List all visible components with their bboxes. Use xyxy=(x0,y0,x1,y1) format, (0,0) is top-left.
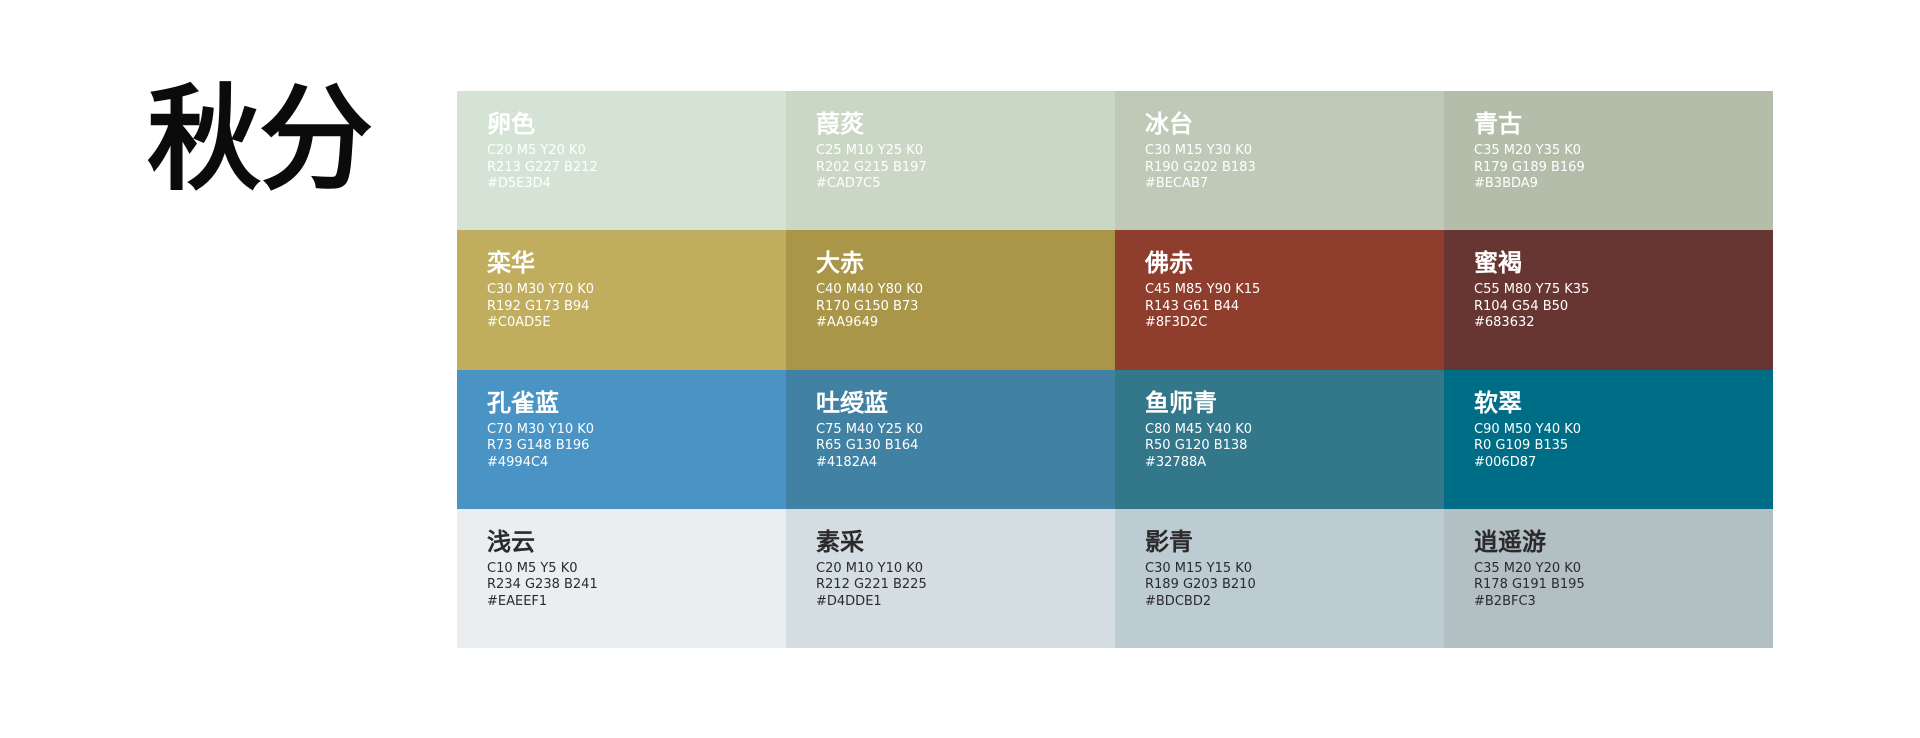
swatch-cmyk-value: C40 M40 Y80 K0 xyxy=(816,282,924,298)
swatch-name: 卵色 xyxy=(487,109,535,138)
swatch-hex-value: #D5E3D4 xyxy=(487,176,551,191)
swatch-cmyk-value: C30 M30 Y70 K0 xyxy=(487,282,595,298)
swatch-hex-value: #BDCBD2 xyxy=(1145,593,1212,609)
color-swatch: 逍遥游 C35 M20 Y20 K0 R178 G191 B195 #B2BFC3 xyxy=(1444,508,1773,648)
swatch-name: 素采 xyxy=(816,526,864,556)
swatch-rgb-value: R190 G202 B183 xyxy=(1145,159,1256,175)
color-swatch: 卵色 C20 M5 Y20 K0 R213 G227 B212 #D5E3D4 xyxy=(457,91,786,231)
swatch-rgb-value: R213 G227 B212 xyxy=(487,159,598,175)
page-title: 秋分 xyxy=(147,72,373,206)
swatch-hex-value: #4994C4 xyxy=(487,454,549,470)
swatch-cmyk-value: C20 M10 Y10 K0 xyxy=(816,560,924,576)
swatch-rgb-value: R179 G189 B169 xyxy=(1474,159,1585,175)
swatch-hex-value: #683632 xyxy=(1474,315,1535,331)
swatch-cmyk-value: C55 M80 Y75 K35 xyxy=(1474,282,1590,298)
swatch-name: 孔雀蓝 xyxy=(487,387,559,417)
swatch-rgb-value: R202 G215 B197 xyxy=(816,159,927,175)
color-swatch: 冰台 C30 M15 Y30 K0 R190 G202 B183 #BECAB7 xyxy=(1115,91,1444,231)
swatch-hex-value: #C0AD5E xyxy=(487,315,551,331)
swatch-name: 栾华 xyxy=(487,248,535,278)
color-swatch: 栾华 C30 M30 Y70 K0 R192 G173 B94 #C0AD5E xyxy=(457,230,786,370)
color-swatch: 素采 C20 M10 Y10 K0 R212 G221 B225 #D4DDE1 xyxy=(786,508,1115,648)
swatch-name: 冰台 xyxy=(1145,109,1193,138)
color-swatch: 吐绶蓝 C75 M40 Y25 K0 R65 G130 B164 #4182A4 xyxy=(786,369,1115,509)
swatch-hex-value: #D4DDE1 xyxy=(816,593,882,609)
swatch-rgb-value: R170 G150 B73 xyxy=(816,298,919,314)
swatch-rgb-value: R65 G130 B164 xyxy=(816,438,919,453)
swatch-name: 大赤 xyxy=(816,248,864,278)
swatch-rgb-value: R50 G120 B138 xyxy=(1145,438,1248,453)
swatch-hex-value: #EAEEF1 xyxy=(487,593,548,609)
swatch-cmyk-value: C30 M15 Y30 K0 xyxy=(1145,143,1253,158)
swatch-name: 蜜褐 xyxy=(1474,248,1522,278)
color-palette-grid: 卵色 C20 M5 Y20 K0 R213 G227 B212 #D5E3D4 葭菼 C2… xyxy=(457,91,1773,648)
color-swatch: 影青 C30 M15 Y15 K0 R189 G203 B210 #BDCBD2 xyxy=(1115,508,1444,648)
swatch-hex-value: #CAD7C5 xyxy=(816,176,881,191)
swatch-name: 软翠 xyxy=(1474,387,1522,417)
color-swatch: 葭菼 C25 M10 Y25 K0 R202 G215 B197 #CAD7C5 xyxy=(786,91,1115,231)
swatch-hex-value: #AA9649 xyxy=(816,315,879,331)
swatch-name: 浅云 xyxy=(487,526,535,556)
color-swatch: 鱼师青 C80 M45 Y40 K0 R50 G120 B138 #32788A xyxy=(1115,369,1444,509)
swatch-cmyk-value: C35 M20 Y20 K0 xyxy=(1474,560,1582,576)
swatch-rgb-value: R192 G173 B94 xyxy=(487,298,590,314)
color-swatch: 孔雀蓝 C70 M30 Y10 K0 R73 G148 B196 #4994C4 xyxy=(457,369,786,509)
swatch-name: 吐绶蓝 xyxy=(816,387,888,417)
swatch-hex-value: #B3BDA9 xyxy=(1474,176,1538,191)
swatch-name: 逍遥游 xyxy=(1474,526,1546,556)
swatch-hex-value: #B2BFC3 xyxy=(1474,593,1536,609)
swatch-cmyk-value: C30 M15 Y15 K0 xyxy=(1145,560,1253,576)
swatch-hex-value: #32788A xyxy=(1145,454,1207,470)
swatch-rgb-value: R73 G148 B196 xyxy=(487,438,590,453)
swatch-cmyk-value: C70 M30 Y10 K0 xyxy=(487,421,595,437)
swatch-cmyk-value: C80 M45 Y40 K0 xyxy=(1145,421,1253,437)
swatch-hex-value: #006D87 xyxy=(1474,454,1537,470)
swatch-hex-value: #BECAB7 xyxy=(1145,176,1209,191)
swatch-rgb-value: R212 G221 B225 xyxy=(816,577,927,593)
swatch-name: 影青 xyxy=(1145,526,1193,556)
swatch-rgb-value: R0 G109 B135 xyxy=(1474,438,1569,453)
swatch-rgb-value: R104 G54 B50 xyxy=(1474,298,1569,314)
swatch-hex-value: #4182A4 xyxy=(816,454,878,470)
swatch-cmyk-value: C45 M85 Y90 K15 xyxy=(1145,282,1261,298)
swatch-rgb-value: R234 G238 B241 xyxy=(487,577,598,593)
color-swatch: 蜜褐 C55 M80 Y75 K35 R104 G54 B50 #683632 xyxy=(1444,230,1773,370)
swatch-rgb-value: R178 G191 B195 xyxy=(1474,577,1585,593)
color-swatch: 佛赤 C45 M85 Y90 K15 R143 G61 B44 #8F3D2C xyxy=(1115,230,1444,370)
swatch-cmyk-value: C90 M50 Y40 K0 xyxy=(1474,421,1582,437)
swatch-name: 佛赤 xyxy=(1145,248,1193,278)
swatch-cmyk-value: C20 M5 Y20 K0 xyxy=(487,143,586,158)
color-swatch: 浅云 C10 M5 Y5 K0 R234 G238 B241 #EAEEF1 xyxy=(457,508,786,648)
swatch-name: 青古 xyxy=(1474,109,1522,138)
swatch-cmyk-value: C75 M40 Y25 K0 xyxy=(816,421,924,437)
swatch-rgb-value: R143 G61 B44 xyxy=(1145,298,1240,314)
swatch-rgb-value: R189 G203 B210 xyxy=(1145,577,1256,593)
swatch-cmyk-value: C35 M20 Y35 K0 xyxy=(1474,143,1582,158)
swatch-cmyk-value: C25 M10 Y25 K0 xyxy=(816,143,924,158)
swatch-hex-value: #8F3D2C xyxy=(1145,315,1208,331)
color-swatch: 软翠 C90 M50 Y40 K0 R0 G109 B135 #006D87 xyxy=(1444,369,1773,509)
swatch-name: 鱼师青 xyxy=(1145,387,1217,417)
color-swatch: 青古 C35 M20 Y35 K0 R179 G189 B169 #B3BDA9 xyxy=(1444,91,1773,231)
color-swatch: 大赤 C40 M40 Y80 K0 R170 G150 B73 #AA9649 xyxy=(786,230,1115,370)
swatch-name: 葭菼 xyxy=(816,109,864,138)
swatch-cmyk-value: C10 M5 Y5 K0 xyxy=(487,560,578,576)
